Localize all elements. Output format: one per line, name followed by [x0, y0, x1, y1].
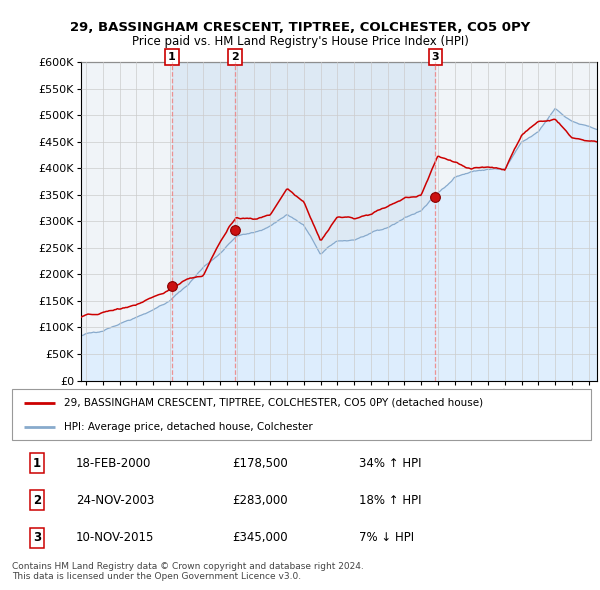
Text: 2: 2 [231, 52, 239, 62]
Text: £178,500: £178,500 [232, 457, 288, 470]
Text: HPI: Average price, detached house, Colchester: HPI: Average price, detached house, Colc… [64, 422, 313, 432]
Text: £345,000: £345,000 [232, 532, 287, 545]
Text: Contains HM Land Registry data © Crown copyright and database right 2024.
This d: Contains HM Land Registry data © Crown c… [12, 562, 364, 581]
Text: 18% ↑ HPI: 18% ↑ HPI [359, 493, 422, 507]
Text: 1: 1 [33, 457, 41, 470]
Text: £283,000: £283,000 [232, 493, 287, 507]
Text: 29, BASSINGHAM CRESCENT, TIPTREE, COLCHESTER, CO5 0PY: 29, BASSINGHAM CRESCENT, TIPTREE, COLCHE… [70, 21, 530, 34]
Text: 3: 3 [431, 52, 439, 62]
Text: 24-NOV-2003: 24-NOV-2003 [76, 493, 154, 507]
Text: 3: 3 [33, 532, 41, 545]
Text: 29, BASSINGHAM CRESCENT, TIPTREE, COLCHESTER, CO5 0PY (detached house): 29, BASSINGHAM CRESCENT, TIPTREE, COLCHE… [64, 398, 483, 408]
Text: Price paid vs. HM Land Registry's House Price Index (HPI): Price paid vs. HM Land Registry's House … [131, 35, 469, 48]
FancyBboxPatch shape [12, 389, 591, 440]
Text: 1: 1 [168, 52, 176, 62]
Text: 34% ↑ HPI: 34% ↑ HPI [359, 457, 422, 470]
Text: 2: 2 [33, 493, 41, 507]
Text: 10-NOV-2015: 10-NOV-2015 [76, 532, 154, 545]
Bar [172, 62, 235, 381]
Text: 18-FEB-2000: 18-FEB-2000 [76, 457, 151, 470]
Bar [235, 62, 436, 381]
Text: 7% ↓ HPI: 7% ↓ HPI [359, 532, 415, 545]
